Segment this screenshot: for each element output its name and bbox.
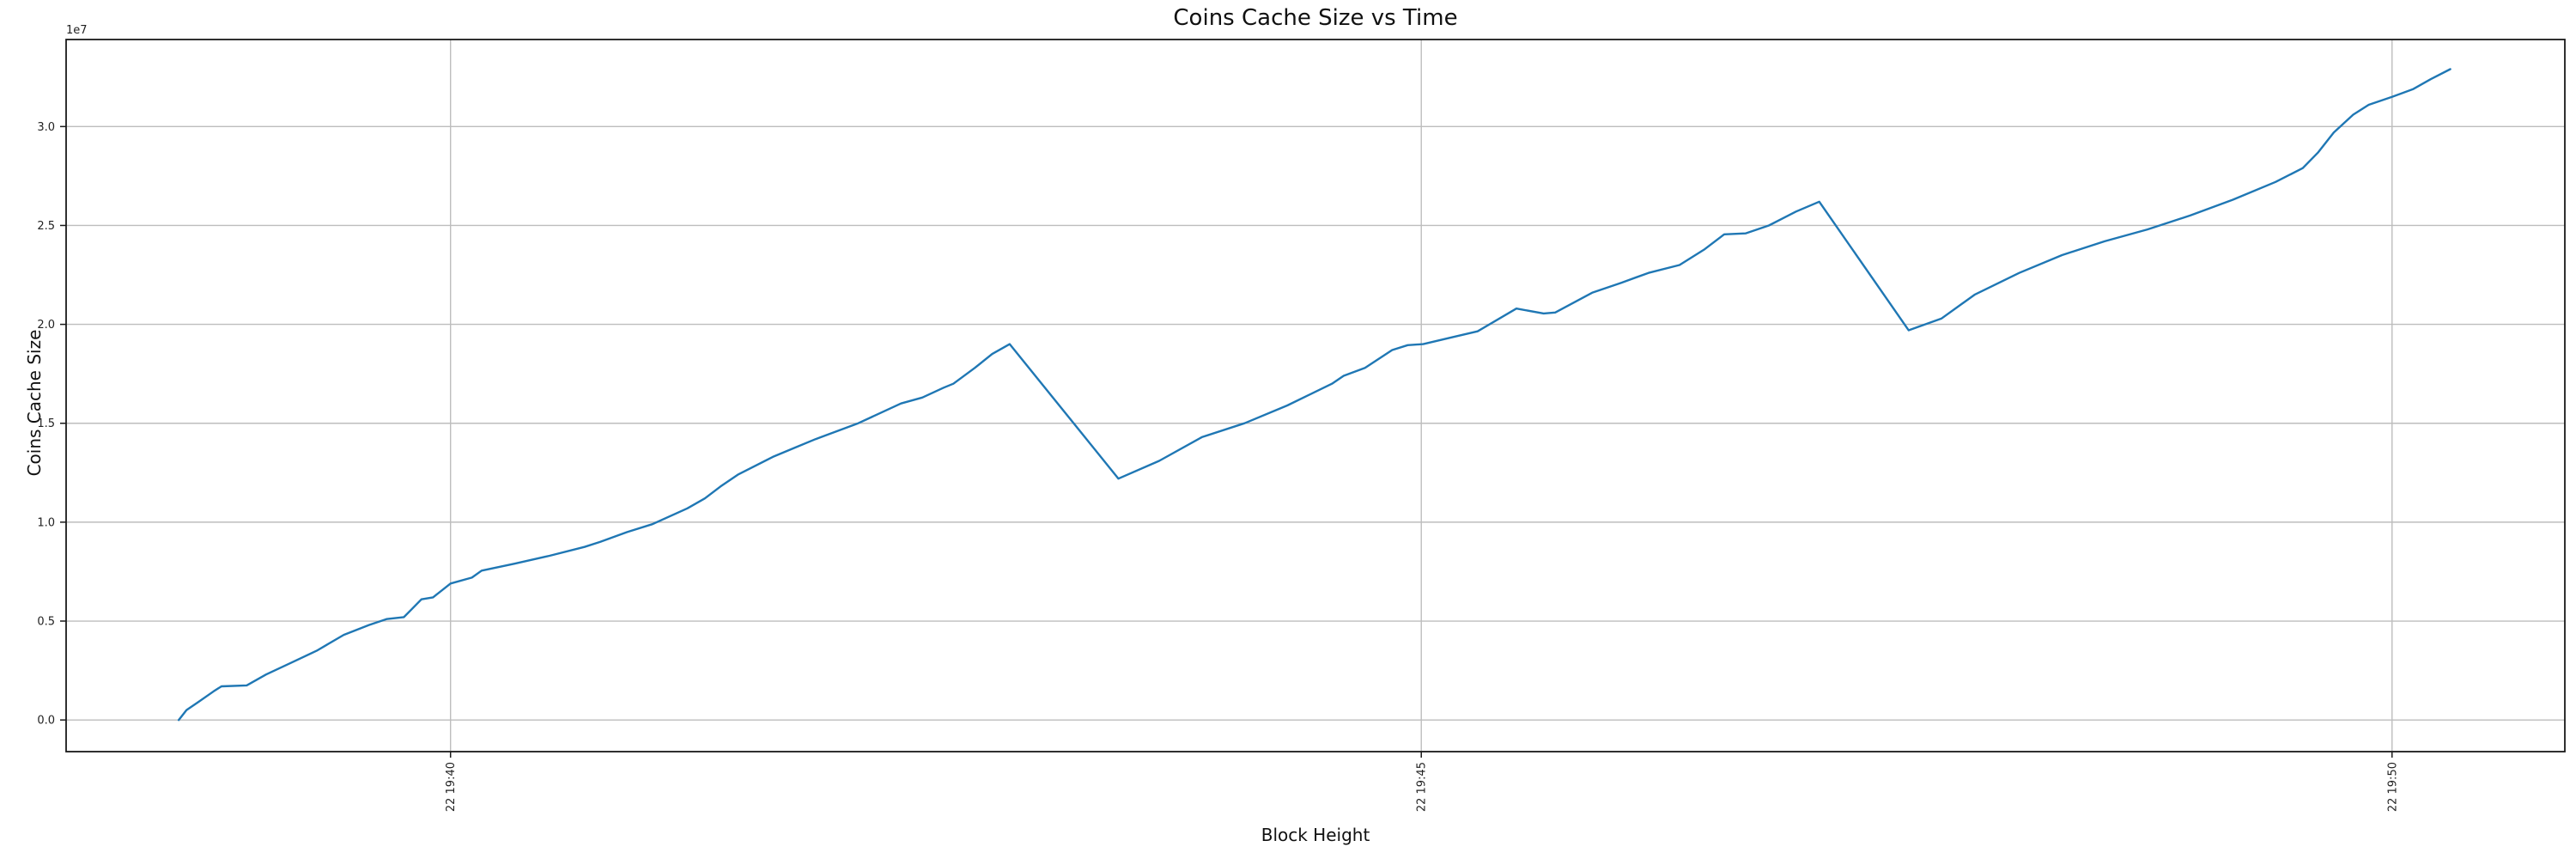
y-tick-label: 2.5 bbox=[37, 220, 55, 233]
x-axis-label: Block Height bbox=[1261, 825, 1370, 845]
x-tick-label: 22 19:45 bbox=[1416, 762, 1429, 812]
x-tick-label: 22 19:50 bbox=[2386, 762, 2399, 812]
y-axis-label: Coins Cache Size bbox=[24, 329, 45, 477]
y-tick-label: 1.0 bbox=[37, 516, 55, 529]
cache-size-line bbox=[177, 68, 2451, 722]
y-tick-label: 0.0 bbox=[37, 715, 55, 728]
y-tick-label: 0.5 bbox=[37, 616, 55, 629]
plot-border bbox=[65, 39, 2566, 752]
y-tick-label: 2.0 bbox=[37, 319, 55, 332]
y-axis-offset-label: 1e7 bbox=[66, 24, 88, 37]
x-tick-label: 22 19:40 bbox=[445, 762, 458, 812]
y-tick-label: 3.0 bbox=[37, 121, 55, 134]
chart-title: Coins Cache Size vs Time bbox=[1173, 5, 1458, 31]
y-tick-label: 1.5 bbox=[37, 417, 55, 430]
